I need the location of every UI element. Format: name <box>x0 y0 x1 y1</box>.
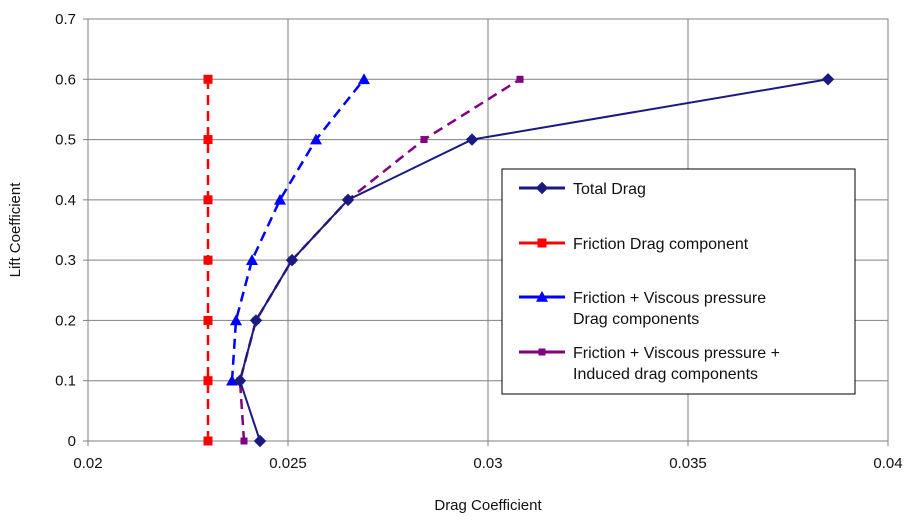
data-point <box>420 136 428 144</box>
data-point <box>285 253 299 267</box>
legend-marker <box>535 181 549 195</box>
y-tick-label: 0.2 <box>55 312 76 329</box>
data-point <box>274 193 286 205</box>
data-point <box>230 314 242 326</box>
series-1 <box>203 74 213 446</box>
data-point <box>203 315 213 325</box>
data-point <box>246 254 258 265</box>
data-point <box>358 73 370 85</box>
data-point <box>226 374 238 386</box>
legend-marker <box>537 238 547 248</box>
legend-marker <box>536 291 548 302</box>
legend-box <box>501 168 856 395</box>
data-point <box>516 75 524 83</box>
legend-label: Total Drag <box>573 181 646 198</box>
legend-label: Friction Drag component <box>573 236 749 253</box>
data-point <box>240 437 248 445</box>
legend: Total Drag Friction Drag component Frictio… <box>501 168 856 395</box>
y-tick-label: 0.6 <box>55 71 76 88</box>
y-tick-label: 0.5 <box>55 132 76 149</box>
data-point <box>233 374 247 387</box>
data-point <box>203 195 213 205</box>
data-point <box>203 436 213 446</box>
data-point <box>310 133 322 145</box>
data-point <box>341 193 355 207</box>
x-tick-label: 0.035 <box>669 455 707 472</box>
x-axis-title: Drag Coefficient <box>434 497 542 514</box>
data-point <box>821 73 835 86</box>
x-tick-label: 0.025 <box>269 455 307 472</box>
y-axis-title: Lift Coefficient <box>7 182 24 278</box>
data-point <box>203 255 213 265</box>
x-tick-label: 0.03 <box>473 455 502 472</box>
legend-label: Drag components <box>573 311 699 328</box>
series-group <box>203 73 835 448</box>
legend-item: Friction + Viscous pressure Drag componen… <box>519 290 766 328</box>
data-point <box>203 135 213 145</box>
legend-label: Induced drag components <box>573 366 758 383</box>
data-point <box>203 376 213 386</box>
legend-marker <box>538 348 546 356</box>
x-axis: 0.02 0.025 0.03 0.035 0.04 <box>73 441 903 472</box>
y-tick-label: 0.3 <box>55 252 76 269</box>
series-line <box>230 78 365 381</box>
data-point <box>253 434 267 448</box>
series-2 <box>226 73 370 386</box>
legend-item: Total Drag <box>519 181 646 198</box>
series-0 <box>233 73 835 448</box>
data-point <box>465 133 479 146</box>
x-tick-label: 0.04 <box>873 455 902 472</box>
data-point <box>249 314 263 327</box>
legend-item: Friction + Viscous pressure + Induced dra… <box>519 345 780 383</box>
y-axis: 0 0.1 0.2 0.3 0.4 0.5 0.6 0.7 <box>55 11 88 450</box>
legend-label: Friction + Viscous pressure + <box>573 345 780 362</box>
y-tick-label: 0 <box>68 433 76 450</box>
legend-item: Friction Drag component <box>519 236 749 253</box>
y-tick-label: 0.7 <box>55 11 76 28</box>
legend-label: Friction + Viscous pressure <box>573 290 766 307</box>
y-tick-label: 0.1 <box>55 373 76 390</box>
y-tick-label: 0.4 <box>55 192 76 209</box>
data-point <box>203 74 213 84</box>
x-tick-label: 0.02 <box>73 455 102 472</box>
